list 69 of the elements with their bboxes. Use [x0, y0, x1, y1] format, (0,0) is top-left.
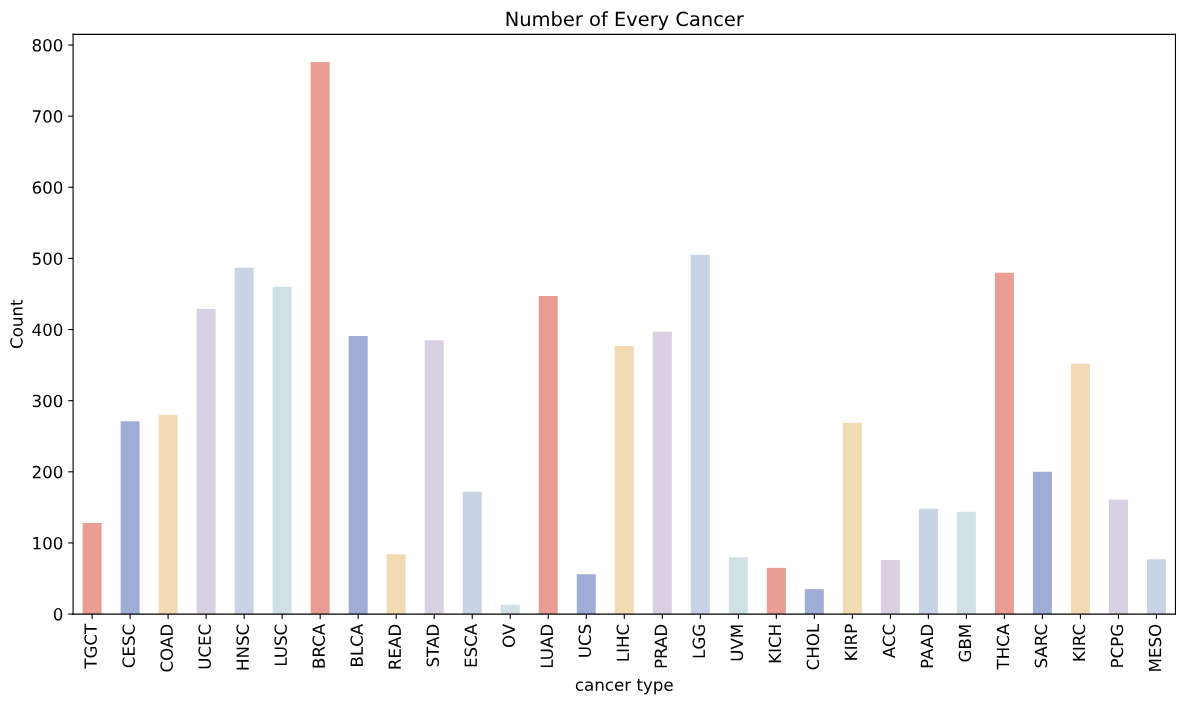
bar [1070, 363, 1090, 615]
y-tick-label: 200 [32, 465, 63, 479]
x-tick-label: BLCA [350, 623, 364, 666]
bar [158, 414, 178, 615]
x-tick-label: PRAD [654, 624, 667, 668]
x-tick-label: SARC [1034, 624, 1048, 668]
x-tick-label: HNSC [236, 624, 249, 670]
bar [272, 286, 292, 615]
x-tick-label: CESC [122, 624, 135, 668]
bar [614, 345, 634, 615]
x-tick-label: UCEC [198, 624, 211, 669]
x-tick-label: MESO [1148, 624, 1162, 671]
bar [576, 574, 596, 615]
bar [386, 554, 406, 615]
x-tick-label: LUAD [540, 624, 554, 668]
bar [652, 331, 672, 615]
bar [956, 511, 976, 615]
x-tick-label: PAAD [920, 624, 933, 668]
bar [1108, 499, 1128, 615]
bar [994, 272, 1014, 615]
bar [880, 560, 900, 615]
y-axis-title: Count [10, 299, 23, 349]
x-axis-title: cancer type [575, 679, 673, 695]
bar [538, 296, 558, 615]
bar [766, 567, 786, 615]
bar [1032, 471, 1052, 615]
x-tick-label: KIRC [1072, 624, 1086, 661]
bar [424, 340, 444, 615]
y-tick-label: 400 [32, 323, 63, 337]
x-tick-label: ESCA [464, 623, 478, 667]
y-tick-label: 500 [32, 252, 63, 265]
x-tick-label: UVM [730, 625, 744, 661]
x-tick-label: BRCA [312, 623, 326, 668]
x-tick-label: PCPG [1110, 625, 1124, 667]
bar [310, 62, 330, 615]
x-tick-label: KICH [768, 625, 782, 663]
bar [804, 589, 824, 615]
y-tick-label: 700 [32, 110, 63, 123]
x-tick-label: LGG [692, 625, 706, 658]
y-tick-label: 600 [32, 181, 63, 194]
x-tick-label: LIHC [616, 624, 630, 661]
x-tick-label: UCS [578, 624, 592, 657]
bar [234, 267, 254, 615]
x-tick-label: OV [502, 623, 516, 648]
x-tick-label: READ [388, 624, 401, 669]
x-tick-label: TGCT [84, 623, 97, 669]
x-tick-label: CHOL [806, 623, 820, 670]
y-tick-label: 100 [33, 536, 63, 550]
bar [842, 422, 862, 615]
y-tick-label: 300 [32, 394, 63, 408]
bar [690, 254, 710, 615]
bar [82, 523, 102, 615]
bar [728, 557, 748, 615]
bar [462, 491, 482, 615]
bar [196, 308, 216, 615]
x-tick-label: COAD [160, 624, 173, 672]
bar [120, 421, 140, 615]
x-tick-label: ACC [882, 624, 896, 659]
bar [348, 335, 368, 615]
x-tick-label: KIRP [844, 624, 857, 660]
bar [1146, 559, 1166, 615]
x-tick-label: STAD [426, 624, 440, 667]
chart-title: Number of Every Cancer [506, 11, 744, 31]
x-tick-label: LUSC [274, 624, 287, 666]
y-tick-label: 800 [32, 38, 63, 52]
bar [918, 508, 938, 615]
x-tick-label: GBM [958, 625, 972, 662]
x-tick-label: THCA [996, 623, 1010, 670]
y-tick-label: 0 [53, 608, 63, 621]
